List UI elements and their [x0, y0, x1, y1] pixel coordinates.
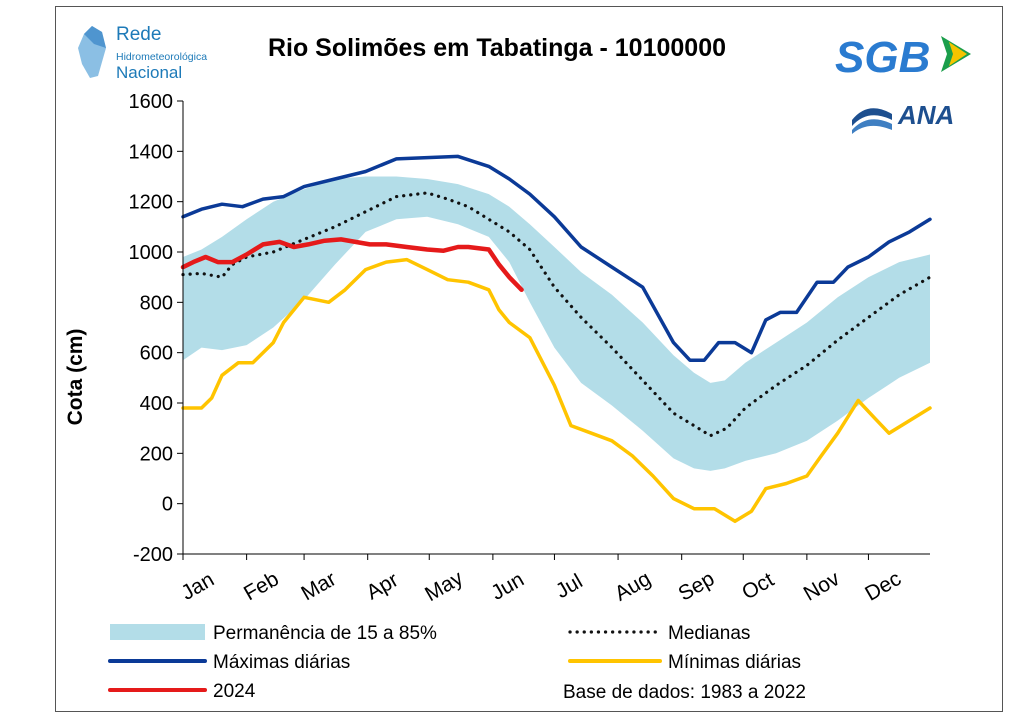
sgb-logo-text: SGB	[835, 33, 930, 82]
chart-title: Rio Solimões em Tabatinga - 10100000	[268, 34, 726, 62]
sgb-arrow-inner-icon	[949, 42, 967, 66]
y-tick-label: 0	[162, 494, 173, 516]
x-tick-label: Nov	[800, 567, 844, 606]
series-line-minimas	[181, 257, 932, 524]
legend-item-2024-label: 2024	[213, 681, 256, 702]
legend-item-minimas-label: Mínimas diárias	[668, 652, 801, 673]
rede-logo-line3: Nacional	[116, 63, 182, 82]
series-line-maximas	[181, 154, 932, 362]
y-tick-label: 800	[140, 292, 173, 314]
legend-item-medianas-label: Medianas	[668, 623, 750, 644]
y-tick-label: 600	[140, 343, 173, 365]
x-tick-label: Jul	[552, 570, 587, 603]
x-tick-label: Jun	[487, 568, 528, 605]
legend-item-permanencia-swatch	[110, 624, 205, 640]
y-axis-label: Cota (cm)	[64, 329, 87, 426]
series-line-medianas	[181, 191, 932, 438]
ana-logo-text: ANA	[897, 100, 954, 130]
legend-item-maximas-label: Máximas diárias	[213, 652, 350, 673]
y-tick-label: 200	[140, 443, 173, 465]
x-tick-label: Dec	[861, 567, 905, 606]
y-tick-label: 1200	[129, 192, 174, 214]
x-tick-label: Oct	[738, 568, 778, 604]
y-tick-label: 400	[140, 393, 173, 415]
rede-hidrometeorologica-logo: Rede Hidrometeorológica Nacional	[78, 24, 207, 82]
x-tick-label: Jan	[177, 568, 218, 605]
legend-item-permanencia-label: Permanência de 15 a 85%	[213, 623, 437, 644]
x-tick-label: Feb	[240, 567, 283, 605]
ana-wave-icon	[852, 108, 892, 126]
legend-note: Base de dados: 1983 a 2022	[563, 682, 806, 703]
y-tick-label: 1400	[129, 141, 174, 163]
y-tick-label: 1600	[129, 91, 174, 113]
x-tick-label: Apr	[363, 568, 403, 604]
series-line-2024	[180, 237, 524, 293]
x-tick-label: Sep	[675, 567, 719, 606]
x-tick-label: Mar	[297, 567, 340, 605]
sgb-logo: SGB	[835, 33, 971, 82]
y-tick-label: 1000	[129, 242, 174, 264]
series-band-permanencia	[183, 176, 930, 471]
x-tick-label: May	[421, 566, 467, 606]
ana-logo: ANA	[852, 100, 954, 134]
rede-logo-line1: Rede	[116, 24, 161, 45]
ana-wave2-icon	[852, 119, 892, 134]
rede-logo-line2: Hidrometeorológica	[116, 51, 207, 63]
x-tick-label: Aug	[611, 567, 655, 606]
y-tick-label: -200	[133, 544, 173, 566]
brazil-map-shade-icon	[84, 26, 106, 48]
chart-frame	[55, 6, 1003, 712]
